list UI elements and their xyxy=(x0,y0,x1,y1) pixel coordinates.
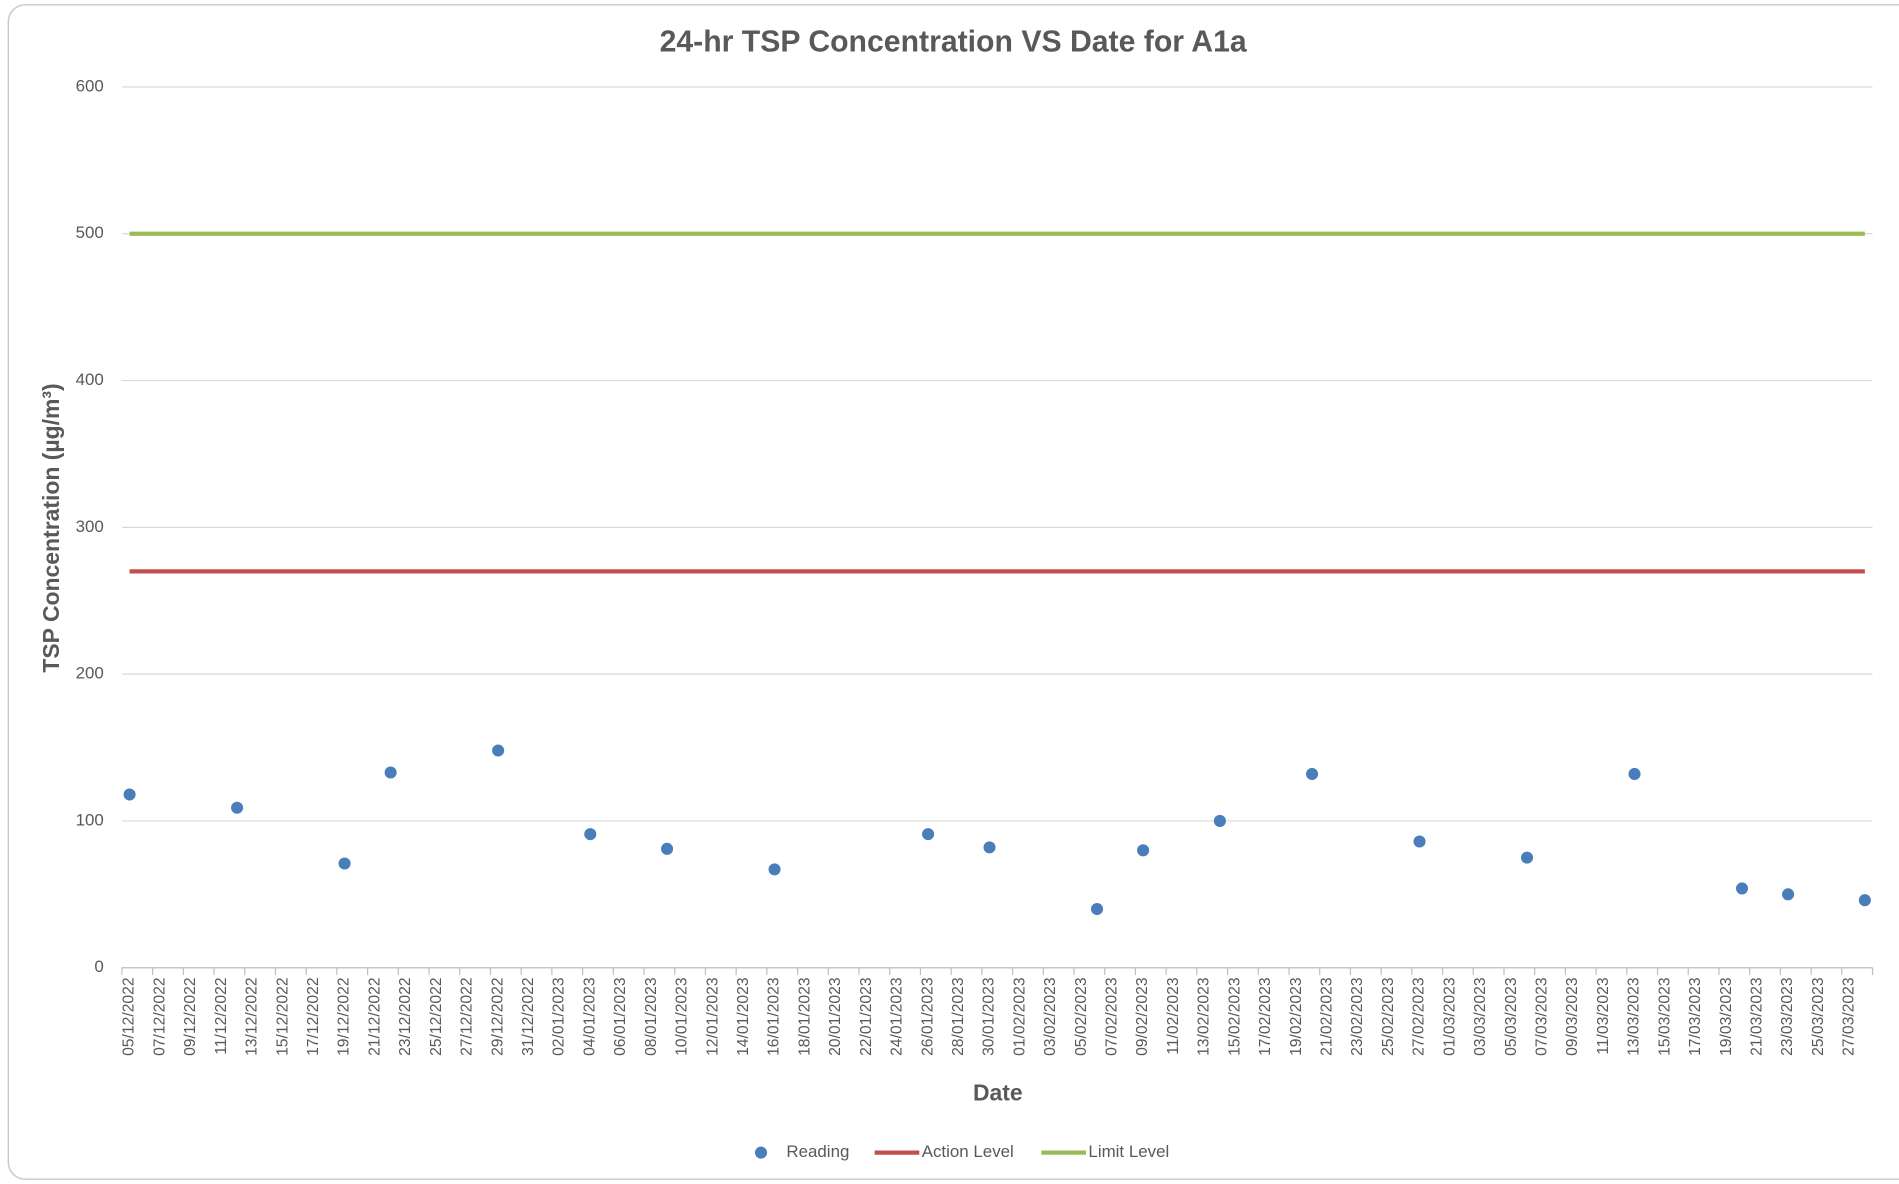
point xyxy=(1782,888,1795,901)
y-tick-label: 0 xyxy=(94,957,103,976)
x-tick-label: 13/02/2023 xyxy=(1196,977,1213,1056)
x-tick-label: 07/02/2023 xyxy=(1104,977,1121,1056)
point xyxy=(1520,851,1534,864)
x-tick-label: 05/12/2022 xyxy=(121,977,138,1056)
x-tick-label: 30/01/2023 xyxy=(981,977,998,1056)
x-tick-label: 13/03/2023 xyxy=(1626,977,1643,1056)
point xyxy=(231,801,244,814)
y-tick-label: 500 xyxy=(76,223,104,242)
x-tick-label: 14/01/2023 xyxy=(735,977,752,1056)
x-tick-label: 03/03/2023 xyxy=(1472,977,1489,1056)
point xyxy=(983,841,996,854)
x-tick-label: 25/12/2022 xyxy=(428,977,445,1056)
point xyxy=(1090,902,1104,916)
x-tick-label: 05/02/2023 xyxy=(1073,977,1090,1056)
x-tick-label: 19/12/2022 xyxy=(336,977,353,1056)
x-tick-label: 25/03/2023 xyxy=(1810,977,1827,1056)
x-tick-label: 23/12/2022 xyxy=(397,977,414,1056)
x-tick-label: 24/01/2023 xyxy=(889,977,906,1056)
x-tick-label: 11/03/2023 xyxy=(1595,977,1612,1055)
x-tick-label: 01/02/2023 xyxy=(1011,977,1028,1056)
chart-border xyxy=(7,4,1899,1180)
point xyxy=(584,828,597,841)
point xyxy=(384,766,397,779)
x-tick-label: 07/12/2022 xyxy=(151,977,168,1056)
x-tick-label: 27/12/2022 xyxy=(459,977,476,1056)
x-tick-label: 31/12/2022 xyxy=(520,977,537,1056)
x-tick-label: 06/01/2023 xyxy=(612,977,629,1056)
y-tick-label: 100 xyxy=(76,810,104,829)
point xyxy=(1413,835,1426,848)
chart-title: 24-hr TSP Concentration VS Date for A1a xyxy=(660,25,1247,58)
x-tick-label: 23/03/2023 xyxy=(1779,977,1796,1056)
legend-marker xyxy=(754,1146,768,1159)
x-tick-label: 15/12/2022 xyxy=(274,977,291,1056)
point xyxy=(338,857,351,870)
x-tick-label: 16/01/2023 xyxy=(766,977,783,1056)
x-tick-label: 03/02/2023 xyxy=(1042,977,1059,1056)
x-tick-label: 15/03/2023 xyxy=(1656,977,1673,1056)
x-tick-label: 17/02/2023 xyxy=(1257,977,1274,1056)
x-tick-label: 01/03/2023 xyxy=(1441,977,1458,1056)
x-axis-label: Date xyxy=(973,1080,1023,1106)
point xyxy=(1137,844,1150,857)
x-tick-label: 05/03/2023 xyxy=(1503,977,1520,1056)
x-tick-label: 22/01/2023 xyxy=(858,977,875,1056)
x-tick-label: 20/01/2023 xyxy=(827,977,844,1056)
x-tick-label: 11/12/2022 xyxy=(213,977,230,1054)
x-tick-label: 29/12/2022 xyxy=(489,977,506,1056)
x-tick-label: 04/01/2023 xyxy=(581,977,598,1056)
point xyxy=(1213,814,1226,827)
x-tick-label: 17/12/2022 xyxy=(305,977,322,1056)
x-tick-label: 18/01/2023 xyxy=(796,977,813,1056)
point xyxy=(1305,767,1319,781)
point xyxy=(922,828,935,841)
x-tick-label: 21/12/2022 xyxy=(366,977,383,1056)
legend-label: Action Level xyxy=(922,1142,1014,1161)
x-tick-label: 02/01/2023 xyxy=(551,977,568,1056)
x-tick-label: 26/01/2023 xyxy=(919,977,936,1056)
x-tick-label: 21/02/2023 xyxy=(1319,977,1336,1056)
x-tick-label: 12/01/2023 xyxy=(704,977,721,1056)
point xyxy=(1735,882,1749,895)
y-tick-label: 300 xyxy=(76,517,104,536)
x-tick-label: 09/02/2023 xyxy=(1134,977,1151,1056)
x-tick-label: 17/03/2023 xyxy=(1687,977,1704,1056)
x-tick-label: 13/12/2022 xyxy=(244,977,261,1056)
point xyxy=(1628,767,1641,781)
point xyxy=(123,788,136,801)
y-tick-label: 600 xyxy=(76,76,104,95)
x-tick-label: 27/02/2023 xyxy=(1411,977,1428,1056)
y-tick-label: 400 xyxy=(76,370,104,389)
legend-label: Limit Level xyxy=(1088,1142,1169,1161)
y-tick-label: 200 xyxy=(76,664,104,683)
point xyxy=(661,842,674,855)
x-tick-label: 09/03/2023 xyxy=(1564,977,1581,1056)
legend-label: Reading xyxy=(786,1142,849,1161)
x-tick-label: 10/01/2023 xyxy=(674,977,691,1056)
x-tick-label: 27/03/2023 xyxy=(1841,977,1858,1056)
y-axis-label: TSP Concentration (µg/m³) xyxy=(38,383,64,672)
x-tick-label: 23/02/2023 xyxy=(1349,977,1366,1056)
x-tick-label: 19/03/2023 xyxy=(1718,977,1735,1056)
x-tick-label: 07/03/2023 xyxy=(1534,977,1551,1056)
point xyxy=(768,863,781,876)
x-tick-label: 28/01/2023 xyxy=(950,977,967,1056)
x-tick-label: 08/01/2023 xyxy=(643,977,660,1056)
point xyxy=(1858,894,1871,907)
x-tick-label: 19/02/2023 xyxy=(1288,977,1305,1056)
x-tick-label: 11/02/2023 xyxy=(1165,977,1182,1055)
x-tick-label: 15/02/2023 xyxy=(1226,977,1243,1056)
point xyxy=(492,744,505,757)
x-tick-label: 25/02/2023 xyxy=(1380,977,1397,1056)
x-tick-label: 21/03/2023 xyxy=(1749,977,1766,1056)
x-tick-label: 09/12/2022 xyxy=(182,977,199,1056)
